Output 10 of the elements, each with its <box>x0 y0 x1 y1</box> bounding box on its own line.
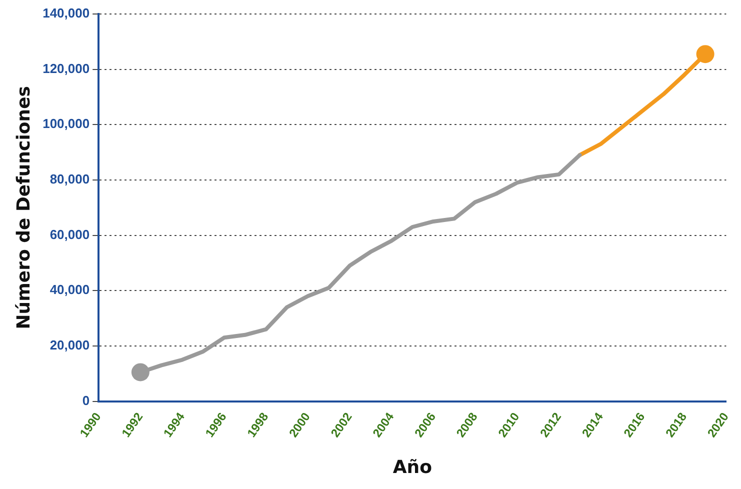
y-tick-label: 140,000 <box>42 6 90 21</box>
y-tick-label: 60,000 <box>50 226 90 242</box>
y-tick-label: 120,000 <box>42 60 90 76</box>
x-axis-title: Año <box>392 456 432 478</box>
y-tick-label: 80,000 <box>50 172 90 187</box>
y-tick-label: 20,000 <box>50 338 90 353</box>
y-axis-title: Número de Defunciones <box>13 86 34 330</box>
y-tick-label: 100,000 <box>42 116 90 132</box>
y-tick-label: 40,000 <box>50 282 90 298</box>
y-tick-label: 0 <box>82 392 90 408</box>
